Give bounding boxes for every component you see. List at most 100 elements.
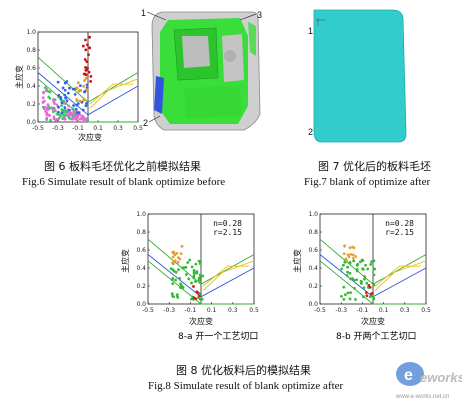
fig8a-strain-point (180, 244, 184, 248)
fig8a-strain-point (176, 256, 180, 259)
fig8b-strain-point (348, 260, 352, 264)
fig8b-ytick-label: 0.0 (308, 301, 318, 308)
fig6-flc-lower (37, 78, 138, 123)
fig8a-strain-point (172, 295, 175, 299)
eworks-url: www.e-works.net.cn (395, 394, 449, 400)
fig8b-strain-point (351, 277, 354, 280)
fig6-y-axis-label: 主应变 (14, 65, 24, 89)
fig8a-strain-point (198, 273, 202, 277)
fig8a-strain-point (175, 251, 179, 255)
fig6-strain-point (75, 99, 79, 103)
fig8b-strain-point (363, 275, 367, 278)
fig6-strain-point (46, 108, 50, 111)
fig8a-sublabel: 8-a 开一个工艺切口 (178, 331, 258, 342)
fig6-strain-point (68, 86, 71, 90)
fig6-ytick-label: 1.0 (26, 29, 36, 36)
fig6-strain-point (54, 118, 58, 122)
fig8a-strain-point (190, 281, 193, 285)
fig6-strain-point (45, 87, 48, 91)
fig8a-strain-point (180, 286, 184, 290)
fig8b-strain-point (366, 267, 370, 271)
fig8b-strain-point (347, 255, 351, 259)
fig6-strain-point (71, 107, 75, 111)
fig8a-strain-point (198, 297, 202, 301)
fig6-strain-point (76, 81, 80, 85)
fig8b-strain-point (364, 291, 368, 294)
fig8a-strain-point (192, 276, 196, 280)
eworks-watermark: e eworks www.e-works.net.cn (392, 352, 465, 404)
fig8b-strain-point (368, 286, 372, 289)
fig8a-strain-point (171, 276, 175, 280)
fig6-strain-point (84, 117, 88, 121)
fig6-strain-point (83, 58, 87, 61)
fig7-callout-2: 2 (308, 127, 314, 137)
fig6-strain-point (83, 79, 86, 82)
fig8a-strain-point (194, 280, 197, 283)
fig6-strain-point (78, 99, 82, 103)
fig8b-strain-point (371, 295, 375, 299)
fig8b-strain-point (351, 253, 355, 257)
fig8b-strain-point (365, 281, 369, 285)
fig8a-strain-point (197, 276, 201, 280)
fig6-strain-point (66, 91, 70, 95)
fig8a-flc-wrinkle-a (202, 260, 255, 291)
fig8a-flc-wrinkle-b (202, 265, 249, 287)
fig6-ytick-label: 0.8 (26, 47, 36, 54)
fig6-strain-point (78, 84, 82, 88)
fig6-strain-point (64, 96, 68, 100)
fig8a-strain-point (198, 262, 202, 265)
fig8a-ytick-label: 1.0 (136, 211, 146, 218)
fig8a-strain-point (201, 274, 205, 278)
fig6-strain-point (63, 110, 67, 114)
eworks-logo-icon: e eworks www.e-works.net.cn (395, 362, 465, 400)
fig8b-strain-point (340, 267, 344, 271)
fig8a-strain-point (192, 269, 196, 272)
fig6-strain-point (71, 87, 75, 91)
fig6-strain-point (87, 53, 90, 57)
fig6-ytick-label: 0.0 (26, 119, 36, 126)
fig8a-strain-point (172, 250, 176, 254)
fig6-strain-point (41, 101, 45, 104)
fig6-strain-point (89, 80, 92, 83)
fig8b-strain-point (351, 245, 355, 249)
fig8b-strain-point (348, 246, 352, 250)
fig6-strain-point (81, 108, 85, 112)
fig8a-flc-lower (147, 260, 254, 305)
fig8a-strain-point (171, 282, 175, 286)
fig6-strain-point (45, 116, 49, 120)
fig6-strain-point (63, 106, 67, 109)
fig8a-xtick-label: 0.5 (249, 307, 259, 314)
fig8a-strain-point (179, 252, 183, 256)
fig8b-strain-point (362, 295, 365, 299)
fig7-caption-cn: 图 7 优化后的板料毛坯 (318, 160, 431, 173)
fig8a-x-axis-label: 次应变 (189, 316, 213, 326)
fig8b-fld-chart: 0.0 0.2 0.4 0.6 0.8 1.0 -0.5 -0.3 -0.1 0.1 0.3 0.5… (292, 211, 431, 342)
fig8b-r-label: r=2.15 (385, 228, 414, 237)
fig8b-strain-point (342, 285, 346, 289)
fig8a-strain-point (199, 292, 203, 296)
fig8b-strain-point (348, 297, 352, 301)
fig8b-xtick-label: 0.1 (379, 307, 389, 314)
fig6-strain-point (65, 99, 69, 103)
fig8b-strain-point (346, 265, 349, 269)
fig8b-ytick-label: 1.0 (308, 211, 318, 218)
fig6-strain-point (49, 118, 52, 122)
fig6-strain-point (61, 86, 65, 90)
fig6-strain-point (75, 86, 79, 90)
fig8b-strain-point (354, 298, 357, 301)
fig6-strain-point (52, 98, 55, 101)
fig6-strain-point (71, 114, 75, 118)
fig8a-strain-point (195, 271, 199, 275)
fig6-xtick-label: 0.5 (133, 125, 143, 132)
fig6-strain-point (74, 107, 78, 111)
fig6-strain-point (62, 108, 66, 112)
fig6-strain-point (85, 88, 89, 92)
fig6-strain-point (88, 35, 92, 39)
fig8a-strain-point (174, 270, 178, 274)
fig6-xtick-label: 0.1 (93, 125, 103, 132)
fig6-strain-point (74, 115, 78, 119)
fig6-strain-point (42, 90, 46, 94)
fig8b-strain-point (367, 284, 371, 287)
fig8b-strain-point (351, 257, 355, 260)
fig6-strain-point (73, 110, 76, 114)
